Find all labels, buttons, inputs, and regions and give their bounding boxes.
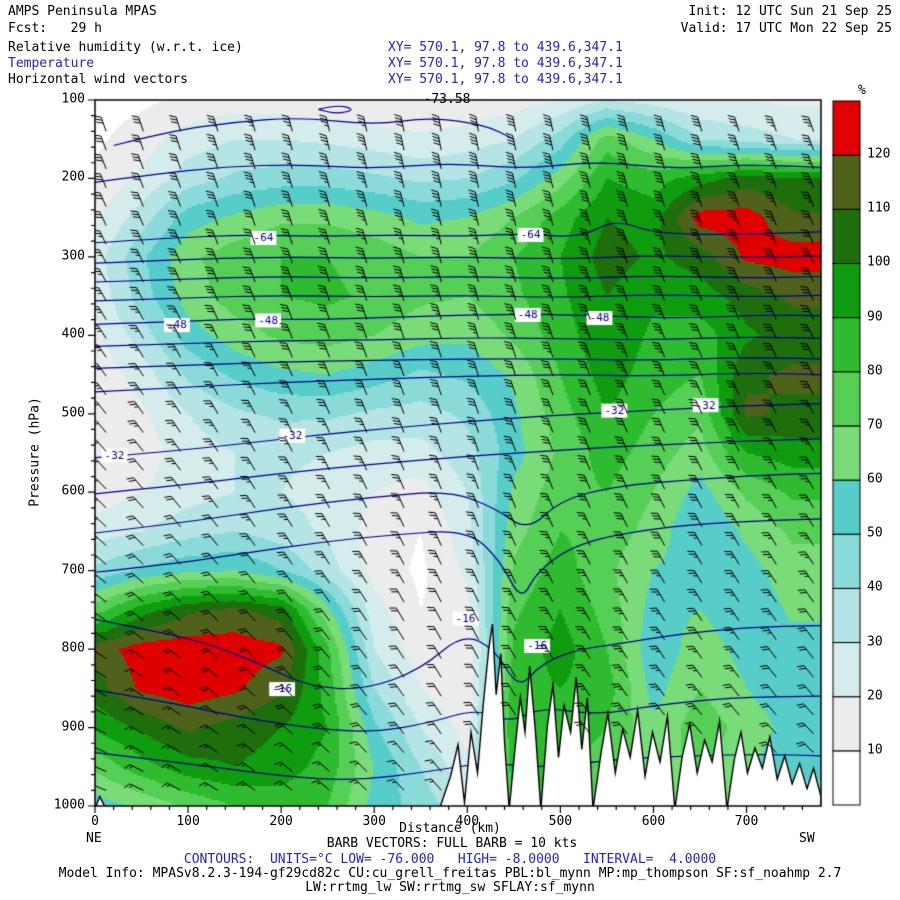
legend-rh-xy: XY= 570.1, 97.8 to 439.6,347.1 (388, 40, 623, 55)
top-annotation: -73.58 (423, 92, 471, 107)
colorbar-tick-label: 10 (867, 742, 883, 758)
y-tick-label: 100 (61, 91, 85, 107)
y-tick-label: 200 (61, 169, 85, 185)
colorbar-tick-label: 40 (867, 579, 883, 595)
colorbar-tick-label: 30 (867, 634, 883, 650)
colorbar-tick-label: 100 (867, 254, 891, 270)
x-tick-label: 300 (362, 814, 386, 829)
forecast-hour-label: Fcst: 29 h (8, 21, 102, 36)
legend-wind-xy: XY= 570.1, 97.8 to 439.6,347.1 (388, 72, 623, 87)
colorbar-tick-label: 60 (867, 471, 883, 487)
x-axis-title: Distance (km) (399, 821, 501, 836)
colorbar-tick-label: 70 (867, 417, 883, 433)
y-tick-label: 600 (61, 483, 85, 499)
legend-rh-label: Relative humidity (w.r.t. ice) (8, 40, 243, 55)
x-tick-label: 0 (91, 814, 99, 829)
colorbar-unit-label: % (858, 83, 866, 98)
y-tick-label: 700 (61, 562, 85, 578)
barb-vectors-note: BARB VECTORS: FULL BARB = 10 kts (326, 836, 578, 851)
legend-wind-label: Horizontal wind vectors (8, 72, 189, 87)
left-end-label: NE (86, 831, 102, 846)
colorbar-tick-label: 90 (867, 309, 883, 325)
right-end-label: SW (799, 831, 815, 846)
y-tick-label: 300 (61, 248, 85, 264)
x-tick-label: 700 (734, 814, 759, 829)
contours-note: CONTOURS: UNITS=°C LOW= -76.000 HIGH= -8… (183, 852, 717, 867)
colorbar-tick-label: 20 (867, 688, 883, 704)
x-tick-label: 400 (455, 814, 480, 829)
colorbar-tick-label: 110 (867, 200, 891, 216)
x-tick-label: 200 (269, 814, 293, 829)
y-tick-label: 400 (61, 326, 85, 342)
colorbar-tick-label: 50 (867, 525, 883, 541)
y-tick-label: 1000 (53, 797, 85, 813)
app-title: AMPS Peninsula MPAS (8, 4, 157, 19)
legend-temperature-xy: XY= 570.1, 97.8 to 439.6,347.1 (388, 56, 623, 71)
x-tick-label: 100 (176, 814, 200, 829)
legend-temperature-label: Temperature (8, 56, 95, 71)
physics-info: LW:rrtmg_lw SW:rrtmg_sw SFLAY:sf_mynn (305, 880, 595, 895)
colorbar-tick-label: 120 (867, 146, 891, 162)
init-time-label: Init: 12 UTC Sun 21 Sep 25 (688, 4, 893, 19)
y-tick-label: 900 (61, 719, 85, 735)
x-tick-label: 500 (548, 814, 573, 829)
model-info: Model Info: MPASv8.2.3-194-gf29cd82c CU:… (58, 866, 842, 881)
valid-time-label: Valid: 17 UTC Mon 22 Sep 25 (680, 21, 892, 36)
y-tick-label: 800 (61, 640, 85, 656)
y-tick-label: 500 (61, 405, 85, 421)
x-tick-label: 600 (641, 814, 666, 829)
y-axis-title: Pressure (hPa) (27, 397, 43, 507)
colorbar-tick-label: 80 (867, 363, 883, 379)
